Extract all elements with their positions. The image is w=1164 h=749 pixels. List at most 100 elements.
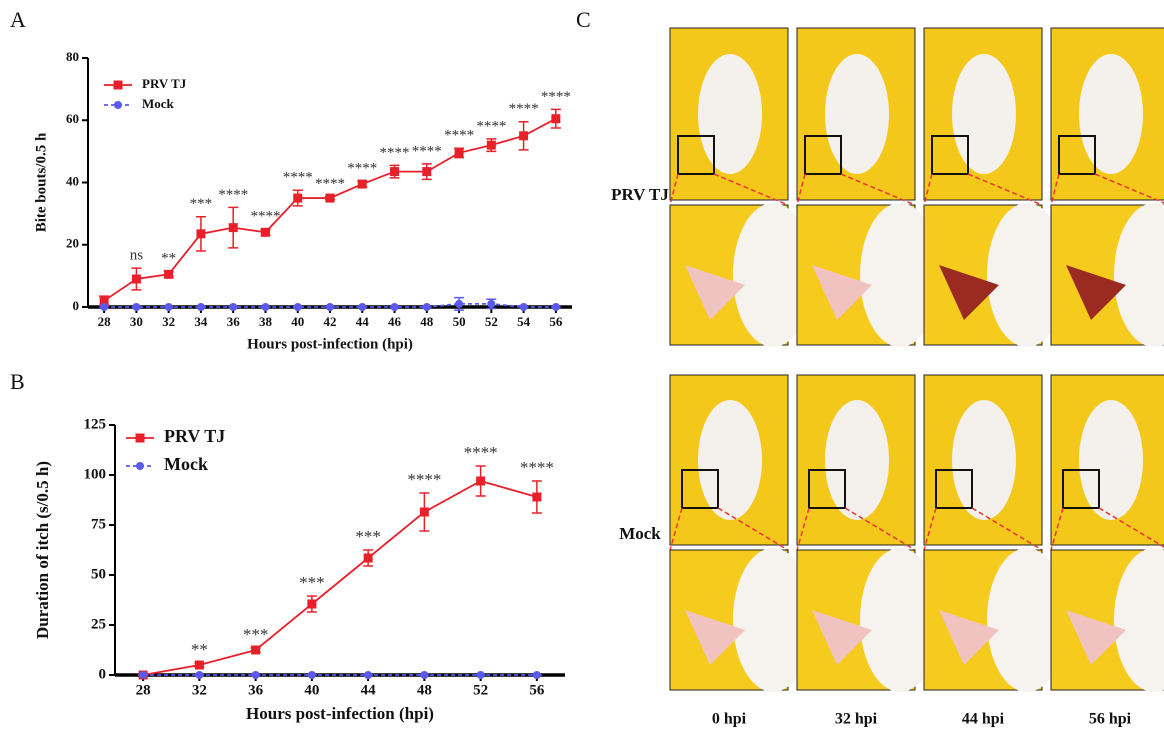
marker [229,303,237,311]
y-tick-label: 80 [66,49,79,64]
y-tick-label: 0 [99,666,107,682]
marker [100,303,108,311]
y-axis-title: Duration of itch (s/0.5 h) [33,461,52,639]
marker [165,303,173,311]
significance-label: *** [355,527,381,546]
significance-label: **** [464,443,498,462]
legend-marker [114,101,122,109]
y-tick-label: 50 [91,566,106,582]
x-tick-label: 48 [417,682,432,698]
significance-label: *** [190,196,213,212]
marker [455,148,464,157]
panel-label: C [576,7,591,32]
x-tick-label: 48 [420,314,434,329]
y-tick-label: 25 [91,616,106,632]
significance-label: **** [407,470,441,489]
mouse [825,54,889,174]
marker [326,194,335,203]
marker [261,228,270,237]
mouse [1079,54,1143,174]
significance-label: **** [250,209,280,225]
y-tick-label: 60 [66,111,79,126]
y-tick-label: 100 [84,466,107,482]
mouse [952,54,1016,174]
marker [487,300,495,308]
marker [197,303,205,311]
marker [390,167,399,176]
panel-label: B [10,369,25,394]
significance-label: **** [412,143,442,159]
marker [423,303,431,311]
y-tick-label: 0 [73,298,80,313]
marker [293,194,302,203]
row-label: Mock [619,524,661,543]
marker [229,223,238,232]
x-tick-label: 52 [485,314,498,329]
marker [164,270,173,279]
x-tick-label: 56 [529,682,545,698]
marker [364,554,373,563]
x-tick-label: 46 [388,314,402,329]
significance-label: **** [347,160,377,176]
significance-label: **** [218,187,248,203]
significance-label: *** [299,573,325,592]
marker [308,671,316,679]
marker [391,303,399,311]
marker [132,303,140,311]
x-tick-label: 56 [549,314,563,329]
legend-marker [136,462,144,470]
column-label: 32 hpi [835,711,878,728]
marker [358,303,366,311]
y-tick-label: 75 [91,516,106,532]
mouse [698,54,762,174]
mouse [1079,400,1143,520]
significance-label: ** [191,640,208,659]
significance-label: **** [380,145,410,161]
marker [196,229,205,238]
marker [422,167,431,176]
x-tick-label: 50 [453,314,466,329]
column-label: 56 hpi [1089,711,1132,728]
x-tick-label: 28 [98,314,112,329]
mouse [698,400,762,520]
x-tick-label: 28 [136,682,151,698]
significance-label: **** [476,118,506,134]
marker [455,300,463,308]
y-axis-title: Bite bouts/0.5 h [33,132,49,232]
x-axis-title: Hours post-infection (hpi) [247,336,413,352]
row-label: PRV TJ [611,185,669,204]
x-axis-title: Hours post-infection (hpi) [246,704,434,723]
marker [532,493,541,502]
marker [358,180,367,189]
marker [261,303,269,311]
significance-label: **** [509,101,539,117]
marker [420,508,429,517]
legend-label: PRV TJ [164,426,225,446]
marker [251,646,260,655]
significance-label: ** [161,251,176,267]
y-tick-label: 20 [66,236,79,251]
marker [477,671,485,679]
legend-label: PRV TJ [142,76,187,91]
marker [476,477,485,486]
marker [132,274,141,283]
significance-label: **** [315,176,345,192]
marker [551,114,560,123]
x-tick-label: 54 [517,314,531,329]
marker [252,671,260,679]
marker [326,303,334,311]
marker [420,671,428,679]
x-tick-label: 42 [324,314,337,329]
x-tick-label: 44 [361,682,377,698]
significance-label: **** [444,128,474,144]
significance-label: **** [520,458,554,477]
x-tick-label: 36 [248,682,264,698]
significance-label: ns [130,248,144,264]
marker [552,303,560,311]
x-tick-label: 34 [194,314,208,329]
mouse [825,400,889,520]
marker [520,303,528,311]
legend-label: Mock [142,96,175,111]
mouse [952,400,1016,520]
significance-label: **** [541,89,571,105]
